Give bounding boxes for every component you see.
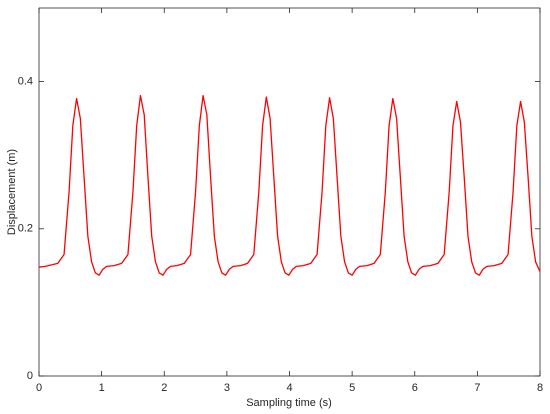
data-line bbox=[38, 94, 541, 276]
x-tick-label: 5 bbox=[349, 382, 355, 394]
x-tick-label: 3 bbox=[224, 382, 230, 394]
x-tick-label: 0 bbox=[36, 382, 42, 394]
x-tick-label: 4 bbox=[286, 382, 292, 394]
x-axis-label: Sampling time (s) bbox=[246, 397, 332, 409]
x-tick-label: 8 bbox=[537, 382, 543, 394]
y-tick-label: 0 bbox=[27, 370, 33, 382]
plot-frame bbox=[38, 7, 541, 377]
x-tick-label: 7 bbox=[474, 382, 480, 394]
y-tick-label: 0.4 bbox=[18, 76, 33, 88]
y-axis-label: Displacement (m) bbox=[6, 149, 18, 235]
x-tick-label: 2 bbox=[161, 382, 167, 394]
x-tick-label: 1 bbox=[99, 382, 105, 394]
x-tick-label: 6 bbox=[412, 382, 418, 394]
y-tick-label: 0.2 bbox=[18, 223, 33, 235]
